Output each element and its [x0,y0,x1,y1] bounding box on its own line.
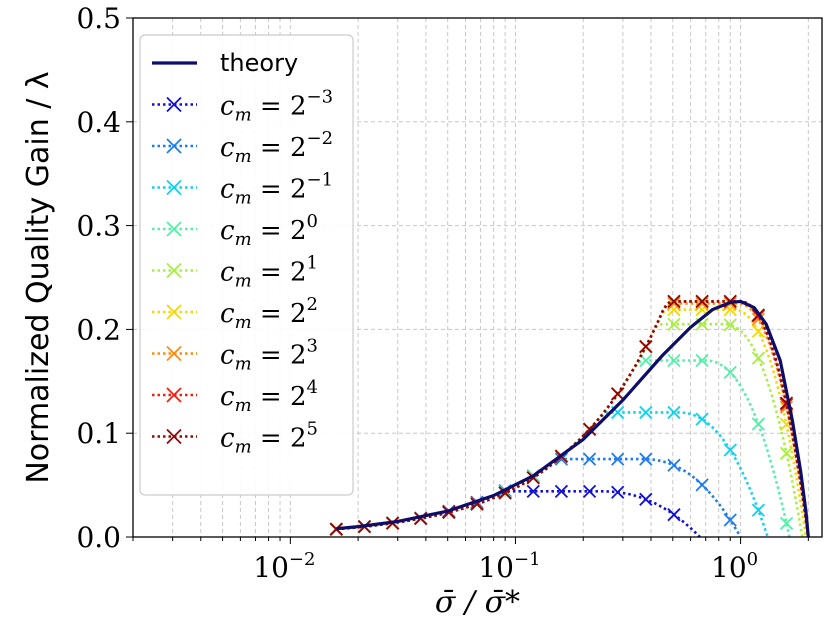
series-line [336,300,810,538]
theory-line [336,299,810,538]
series-marker [526,484,540,498]
series-marker [582,484,597,498]
series-marker [667,294,681,309]
series-line [336,322,804,538]
x-axis-label: σ̄ / σ̄* [435,585,520,620]
legend-swatch-marker [166,96,182,113]
legend-label: cm = 2−1 [220,170,333,209]
series-marker [695,412,709,426]
series-marker [667,296,681,311]
series-marker [582,452,597,466]
legend-swatch-marker [166,262,182,279]
y-tick-label: 0.2 [76,313,121,346]
series-line [336,308,808,538]
series-marker [639,405,653,420]
series-marker [639,340,653,354]
series-marker [582,422,597,436]
series-marker [779,516,794,531]
series-marker [639,492,653,506]
x-tick-label: 10−2 [253,549,315,584]
legend-box [139,34,354,496]
series-line [336,411,769,538]
series-marker [554,452,569,466]
x-tick-label: 10−1 [478,549,540,584]
series-marker [611,452,625,466]
legend-swatch-marker [166,304,182,320]
legend-swatch-marker [166,387,182,403]
axis-ticks: 10−2 10−1 100 0.0 0.1 0.2 0.3 0.4 0.5 [76,2,809,584]
theory-layer [336,299,810,538]
series-marker [611,387,625,401]
series-marker [751,503,766,517]
series-line [336,359,791,538]
series-line [336,300,810,538]
legend-swatch-marker [166,221,182,237]
series-marker [723,443,737,457]
series-marker [695,296,709,311]
y-tick-label: 0.5 [76,2,121,35]
plot-frame [132,17,823,538]
legend-label: cm = 22 [220,294,318,333]
series-marker [723,318,737,332]
legend-swatch-marker [166,428,182,445]
series-marker [554,484,569,498]
series-marker [667,458,681,472]
legend-label: cm = 25 [220,419,318,458]
series-marker [779,446,794,460]
y-axis-label: Normalized Quality Gain / λ [21,71,56,483]
series-line [336,302,810,538]
legend-label: cm = 2−3 [220,87,333,126]
series-marker [667,317,681,331]
series-layer [329,294,810,538]
legend-theory-label: theory [220,49,298,77]
series-marker [723,365,737,380]
y-tick-label: 0.0 [76,521,121,554]
series-marker [695,478,709,492]
y-tick-label: 0.4 [76,106,121,139]
legend-swatch-marker [166,179,182,196]
y-tick-label: 0.1 [76,417,121,450]
legend-swatch-marker [166,345,182,362]
legend-label: cm = 24 [220,377,318,416]
series-marker [751,417,766,431]
x-tick-label: 100 [711,549,758,584]
legend-label: cm = 21 [220,253,318,292]
series-marker [695,353,709,368]
legend-label: cm = 20 [220,211,318,250]
series-marker [667,508,681,522]
legend-label: cm = 2−2 [220,128,333,167]
series-marker [667,405,681,420]
series-marker [329,522,343,536]
series-marker [695,294,709,309]
y-tick-label: 0.3 [76,210,121,243]
series-marker [611,485,625,499]
series-marker [751,351,766,365]
series-marker [639,452,653,466]
legend-swatch-marker [166,138,182,154]
series-marker [667,353,681,368]
series-marker [723,513,737,527]
legend-label: cm = 23 [220,336,318,375]
